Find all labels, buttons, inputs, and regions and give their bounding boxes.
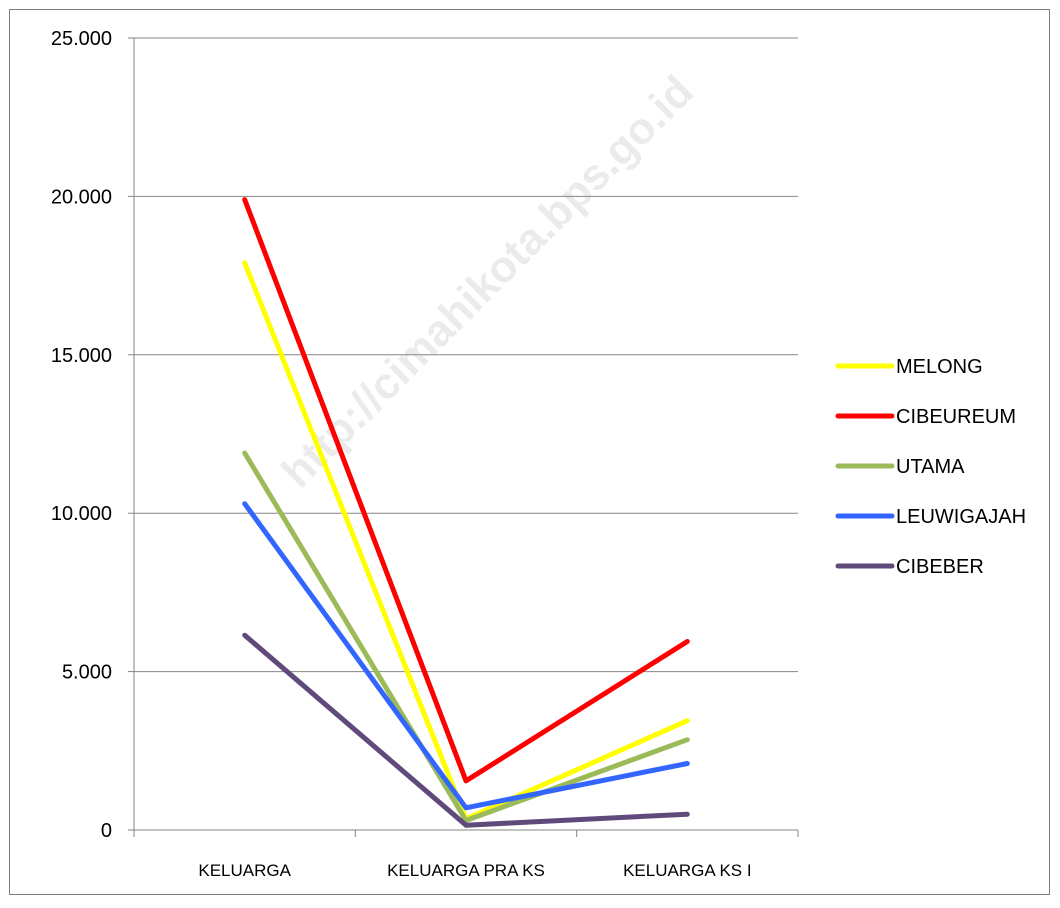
x-tick-label: KELUARGA <box>198 861 291 880</box>
legend-label: MELONG <box>896 356 983 378</box>
y-tick-label: 15.000 <box>51 345 112 367</box>
y-tick-labels: 0 5.000 10.000 15.000 20.000 25.000 <box>51 28 112 842</box>
legend-label: CIBEUREUM <box>896 406 1016 428</box>
watermark-text: http://cimahikota.bps.go.id <box>272 67 702 497</box>
x-tick-labels: KELUARGA KELUARGA PRA KS KELUARGA KS I <box>198 861 751 880</box>
legend-label: UTAMA <box>896 456 965 478</box>
series-lines <box>242 197 690 828</box>
axes <box>128 37 799 837</box>
gridlines <box>134 37 798 673</box>
x-tick-label: KELUARGA PRA KS <box>387 861 545 880</box>
y-tick-label: 5.000 <box>62 662 112 684</box>
series-line-cibeber <box>242 632 690 828</box>
legend-item-leuwigajah: LEUWIGAJAH <box>835 506 1026 528</box>
series-line-melong <box>242 260 690 822</box>
x-tick-label: KELUARGA KS I <box>623 861 752 880</box>
legend-item-cibeber: CIBEBER <box>835 556 984 578</box>
legend-label: CIBEBER <box>896 556 984 578</box>
y-tick-label: 20.000 <box>51 186 112 208</box>
y-tick-label: 0 <box>101 820 112 842</box>
series-line-leuwigajah <box>242 501 690 811</box>
y-tick-label: 25.000 <box>51 28 112 50</box>
legend-item-cibeureum: CIBEUREUM <box>835 406 1016 428</box>
series-line-cibeureum <box>242 197 690 784</box>
legend-item-melong: MELONG <box>835 356 983 378</box>
legend-item-utama: UTAMA <box>835 456 965 478</box>
chart-frame <box>9 9 1050 895</box>
series-line-utama <box>242 450 690 823</box>
y-tick-label: 10.000 <box>51 503 112 525</box>
legend: MELONG CIBEUREUM UTAMA LEUWIGAJAH CIBEBER <box>835 356 1026 578</box>
legend-label: LEUWIGAJAH <box>896 506 1026 528</box>
